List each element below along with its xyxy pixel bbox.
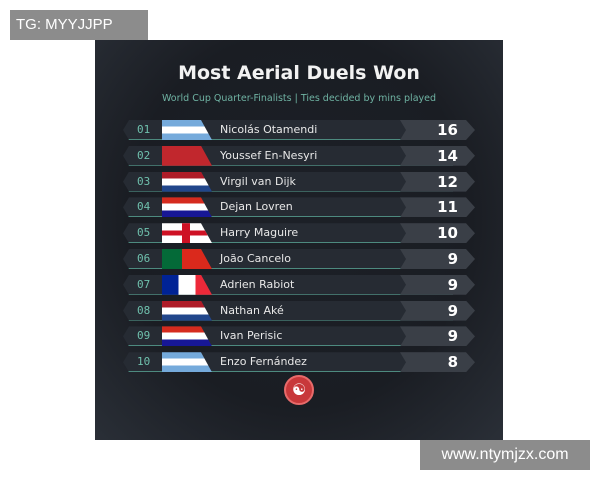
score-value: 9 bbox=[447, 327, 458, 346]
score-box: 9 bbox=[400, 326, 475, 347]
score-box: 14 bbox=[400, 145, 475, 166]
score-box: 9 bbox=[400, 274, 475, 295]
infographic-card: Most Aerial Duels Won World Cup Quarter-… bbox=[95, 40, 503, 440]
score-box: 10 bbox=[400, 223, 475, 244]
watermark-top: TG: MYYJJPP bbox=[10, 10, 148, 40]
player-name: Ivan Perisic bbox=[220, 329, 283, 343]
netherlands-flag-icon bbox=[162, 300, 212, 321]
table-row: 10 Enzo Fernández 8 bbox=[123, 352, 475, 373]
rank: 06 bbox=[137, 252, 151, 265]
rank: 08 bbox=[137, 303, 151, 317]
score-box: 12 bbox=[400, 171, 475, 192]
table-row: 03 Virgil van Dijk 12 bbox=[123, 171, 475, 192]
score-box: 8 bbox=[400, 352, 475, 373]
argentina-flag-icon bbox=[162, 120, 212, 140]
table-row: 09 Ivan Perisic 9 bbox=[123, 326, 475, 347]
score-value: 12 bbox=[437, 172, 458, 191]
score-box: 11 bbox=[400, 197, 475, 218]
player-name: Dejan Lovren bbox=[220, 200, 293, 214]
player-name: Adrien Rabiot bbox=[220, 277, 295, 291]
croatia-flag-icon bbox=[162, 197, 212, 218]
rank: 02 bbox=[137, 148, 151, 162]
watermark-bottom: www.ntymjzx.com bbox=[420, 440, 590, 470]
score-value: 9 bbox=[447, 250, 458, 268]
score-value: 9 bbox=[447, 275, 458, 294]
score-box: 9 bbox=[400, 249, 475, 269]
player-name: Youssef En-Nesyri bbox=[220, 148, 318, 162]
argentina-flag-icon bbox=[162, 352, 212, 373]
score-value: 11 bbox=[437, 198, 458, 217]
rank: 04 bbox=[137, 200, 151, 214]
table-row: 05 Harry Maguire 10 bbox=[123, 223, 475, 244]
score-box: 9 bbox=[400, 300, 475, 321]
score-box: 16 bbox=[400, 120, 475, 140]
page-title: Most Aerial Duels Won bbox=[178, 62, 420, 84]
score-value: 9 bbox=[447, 301, 458, 320]
brand-logo-icon: ☯ bbox=[284, 375, 314, 405]
rank: 03 bbox=[137, 174, 151, 188]
france-flag-icon bbox=[162, 274, 212, 295]
table-row: 04 Dejan Lovren 11 bbox=[123, 197, 475, 218]
score-value: 8 bbox=[447, 353, 458, 372]
player-name: Harry Maguire bbox=[220, 226, 299, 240]
table-row: 02 Youssef En-Nesyri 14 bbox=[123, 145, 475, 166]
rank: 09 bbox=[137, 329, 151, 343]
player-name: Enzo Fernández bbox=[220, 355, 307, 369]
rank: 05 bbox=[137, 226, 151, 240]
player-name: Virgil van Dijk bbox=[220, 174, 296, 188]
portugal-flag-icon bbox=[162, 249, 212, 269]
england-flag-icon bbox=[162, 223, 212, 244]
table-row: 08 Nathan Aké 9 bbox=[123, 300, 475, 321]
table-row: 07 Adrien Rabiot 9 bbox=[123, 274, 475, 295]
morocco-flag-icon bbox=[162, 145, 212, 166]
player-name: Nicolás Otamendi bbox=[220, 123, 318, 136]
player-name: João Cancelo bbox=[220, 252, 291, 265]
rank: 07 bbox=[137, 277, 151, 291]
rank: 10 bbox=[137, 355, 151, 369]
player-name: Nathan Aké bbox=[220, 303, 284, 317]
subtitle: World Cup Quarter-Finalists | Ties decid… bbox=[161, 93, 437, 104]
netherlands-flag-icon bbox=[162, 171, 212, 192]
croatia-flag-icon bbox=[162, 326, 212, 347]
table-row: 06 João Cancelo 9 bbox=[123, 249, 475, 269]
table-row: 01 Nicolás Otamendi 16 bbox=[123, 120, 475, 140]
score-value: 10 bbox=[437, 224, 458, 243]
score-value: 16 bbox=[437, 121, 458, 139]
rank: 01 bbox=[137, 123, 151, 136]
score-value: 14 bbox=[437, 146, 458, 165]
